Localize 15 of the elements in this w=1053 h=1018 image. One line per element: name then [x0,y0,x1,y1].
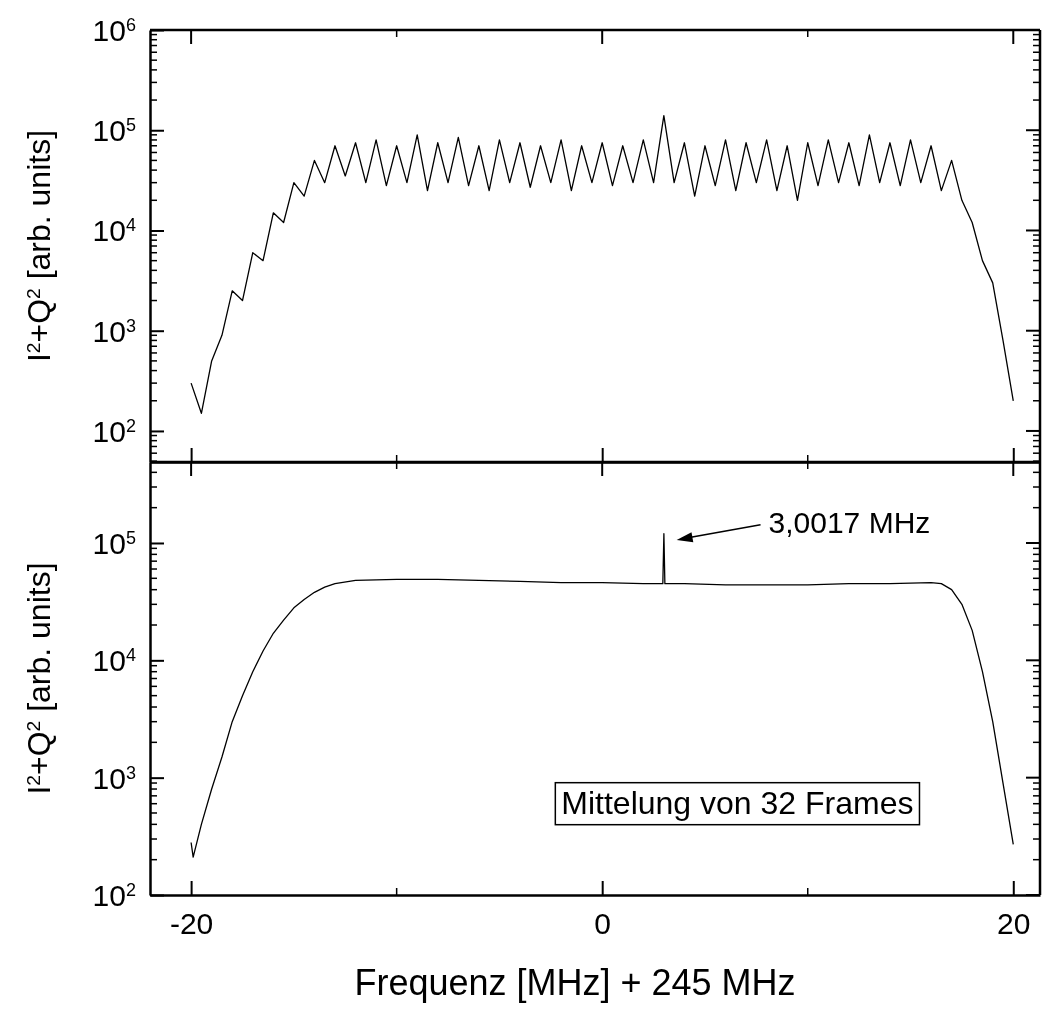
y-tick-label: 10$^{3}$ [92,314,136,348]
y-tick-label: 10$^{6}$ [92,14,136,47]
annotation: Mittelung von 32 Frames [561,785,914,822]
y-tick-label: 10$^{5}$ [92,526,136,560]
y-tick-label: 10$^{2}$ [92,879,136,912]
x-tick-label: -20 [169,907,214,941]
y-tick-label: 10$^{5}$ [92,114,136,148]
y-tick-label: 10$^{4}$ [92,214,136,248]
x-tick-label: 20 [997,907,1031,941]
y-tick-label: 10$^{2}$ [92,414,136,448]
y-tick-label: 10$^{4}$ [92,644,136,678]
x-axis-title: Frequenz [MHz] + 245 MHz [354,962,796,1003]
y-tick-label: 10$^{3}$ [92,761,136,795]
x-tick-label: 0 [594,907,612,941]
annotation: 3,0017 MHz [768,505,931,539]
